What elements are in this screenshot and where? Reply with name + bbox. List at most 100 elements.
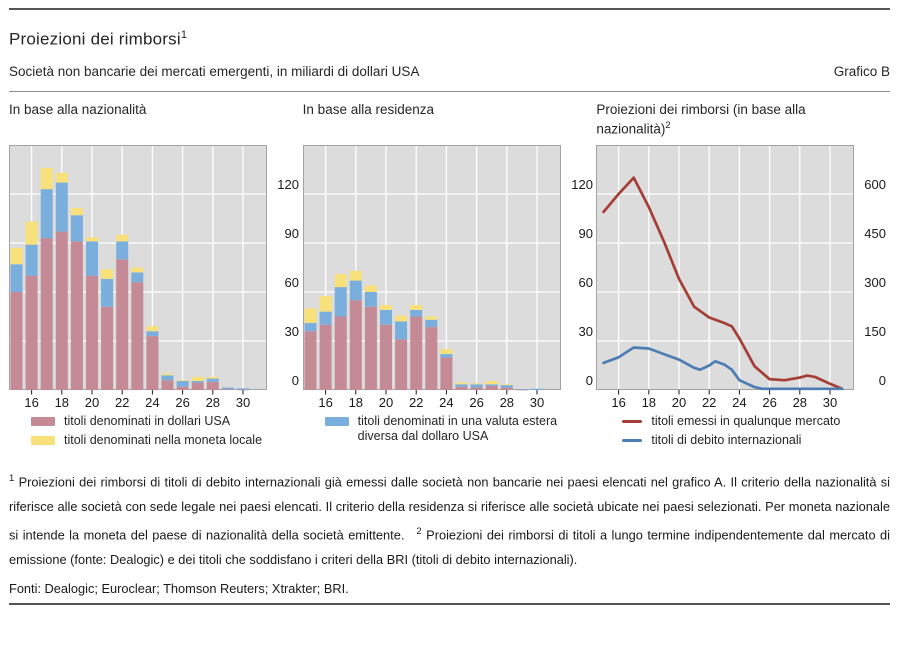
x-tick-label: 16: [24, 395, 38, 409]
legend-nazionalita: titoli denominati in dollari USA titoli d…: [9, 414, 303, 449]
legend-label: titoli denominati in una valuta estera d…: [357, 413, 558, 444]
footnote-2-text: Proiezioni dei rimborsi di titoli a lung…: [9, 527, 890, 568]
bar-segment: [191, 380, 204, 383]
bar-segment: [40, 167, 53, 189]
y-tick-label: 30: [578, 324, 592, 339]
bar-segment: [10, 247, 23, 264]
bar-segment: [116, 241, 129, 259]
bar-segment: [349, 280, 362, 300]
figure-title: Proiezioni dei rimborsi1: [9, 29, 890, 50]
bar-segment: [379, 324, 392, 390]
bar-segment: [424, 326, 437, 390]
bar-segment: [334, 316, 347, 390]
bar-segment: [379, 304, 392, 310]
y-tick-label: 60: [285, 275, 299, 290]
chart-panels: In base alla nazionalità 16 18 20 22 24 26 28 30…: [9, 102, 890, 453]
bar-segment: [364, 291, 377, 307]
x-tick-label: 18: [642, 395, 656, 409]
bar-segment: [409, 304, 422, 310]
footnotes: 1 Proiezioni dei rimborsi di titoli di d…: [9, 466, 890, 573]
bar-segment: [394, 321, 407, 340]
bar-segment: [470, 387, 483, 390]
bar-segment: [349, 270, 362, 281]
legend-color-swatch: [31, 416, 55, 426]
bar-segment: [319, 311, 332, 325]
legend-item: titoli denominati in dollari USA: [31, 414, 303, 430]
bottom-rule: [9, 603, 890, 606]
x-tick-label: 20: [378, 395, 392, 409]
bar-segment: [40, 237, 53, 390]
bar-segment: [334, 286, 347, 317]
top-rule: [9, 8, 890, 10]
bar-segment: [161, 374, 174, 380]
legend-color-swatch: [31, 436, 55, 446]
bar-segment: [530, 388, 543, 390]
bar-segment: [176, 379, 189, 381]
x-tick-label: 28: [499, 395, 513, 409]
x-tick-label: 24: [145, 395, 159, 409]
legend-label: titoli denominati in dollari USA: [64, 413, 231, 428]
y-tick-label: 0: [585, 373, 592, 388]
bar-segment: [25, 244, 38, 276]
legend-line-swatch: [622, 439, 643, 443]
legend-item: titoli denominati in una valuta estera d…: [324, 413, 597, 445]
x-tick-label: 22: [702, 395, 716, 409]
footnote-1-marker: 1: [9, 472, 15, 484]
y-tick-label: 120: [571, 177, 593, 192]
figure-title-footnote-marker: 1: [180, 29, 188, 41]
x-tick-label: 28: [793, 395, 807, 409]
y-tick-label: 600: [865, 177, 887, 192]
bar-segment: [379, 309, 392, 325]
bar-segment: [86, 236, 98, 242]
y-tick-label: 450: [865, 226, 887, 241]
legend-item: titoli emessi in qualunque mercato: [618, 414, 890, 430]
x-tick-label: 20: [672, 395, 686, 409]
x-tick-label: 24: [733, 395, 747, 409]
bar-segment: [515, 389, 528, 390]
bar-segment: [86, 275, 98, 390]
line-series: [602, 345, 844, 390]
bar-segment: [176, 386, 189, 390]
sources-line: Fonti: Dealogic; Euroclear; Thomson Reut…: [9, 581, 349, 597]
panel-proiezioni: Proiezioni dei rimborsi (in base alla na…: [596, 102, 890, 453]
bar-segment: [440, 353, 453, 357]
y-tick-label: 60: [578, 275, 592, 290]
bar-segment: [206, 376, 219, 379]
y-tick-label: 150: [865, 324, 887, 339]
y-tick-label: 90: [285, 226, 299, 241]
bar-segment: [500, 387, 513, 390]
panel-title-nazionalita: In base alla nazionalità: [9, 101, 147, 117]
bar-segment: [440, 356, 453, 390]
bar-segment: [161, 379, 174, 390]
bar-segment: [10, 291, 23, 390]
bar-segment: [237, 388, 249, 390]
x-tick-label: 16: [318, 395, 332, 409]
bar-segment: [55, 172, 68, 183]
x-tick-label: 30: [823, 395, 837, 409]
bar-segment: [55, 182, 68, 232]
x-tick-label: 18: [55, 395, 69, 409]
bar-segment: [10, 263, 23, 292]
bar-segment: [364, 306, 377, 390]
header-divider: [9, 90, 890, 92]
bar-segment: [455, 386, 468, 390]
bar-segment: [440, 348, 453, 354]
bar-segment: [364, 285, 377, 292]
bar-segment: [455, 383, 468, 387]
bar-segment: [304, 322, 317, 331]
bar-segment: [221, 388, 234, 390]
y-tick-label: 90: [578, 226, 592, 241]
legend-item: titoli denominati nella moneta locale: [31, 433, 303, 449]
figure-subtitle: Società non bancarie dei mercati emergen…: [9, 63, 420, 79]
x-tick-label: 18: [348, 395, 362, 409]
legend-color-swatch: [324, 416, 349, 426]
bar-segment: [304, 307, 317, 323]
graph-label: Grafico B: [833, 63, 890, 79]
bar-segment: [101, 306, 114, 390]
chart-residenza: 16 18 20 22 24 26 28 30 0 30 60 90 120: [302, 144, 593, 409]
bar-segment: [131, 281, 144, 390]
bar-segment: [161, 373, 174, 375]
bar-segment: [86, 241, 98, 276]
footnote-1-text: Proiezioni dei rimborsi di titoli di deb…: [9, 473, 891, 543]
x-tick-label: 28: [206, 395, 220, 409]
